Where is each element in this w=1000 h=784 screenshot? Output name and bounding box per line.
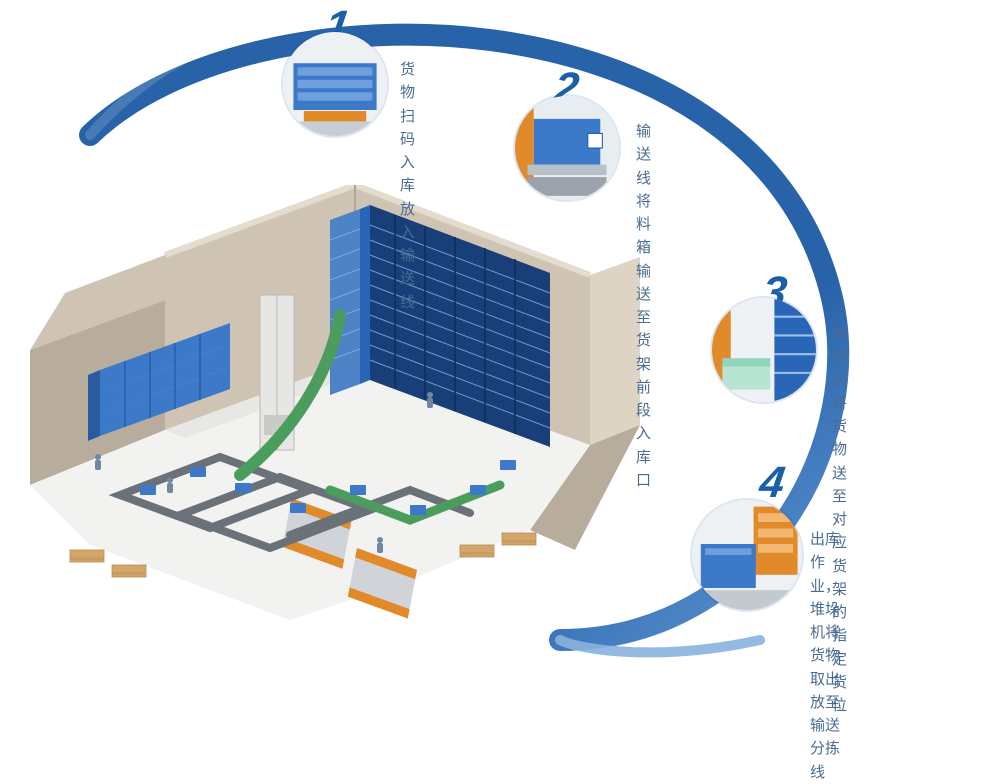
step-number-4: 4 (756, 458, 786, 508)
step-thumbnail-2 (515, 96, 619, 200)
step-thumbnail-4 (692, 500, 802, 610)
step-thumbnail-1 (283, 32, 387, 136)
step-label-2: 输送线将料箱输送 至货架前段入库口 (636, 120, 651, 492)
infographic-canvas: 1 货物扫码入库 放入输送线2 输送线将料箱输送 至货架前段入库口3 堆垛机将货… (0, 0, 1000, 665)
step-label-4: 出库作业，堆垛机将货物 取出放至输送分拣线 (810, 528, 840, 784)
step-thumbnail-3 (712, 298, 816, 402)
warehouse-illustration (30, 185, 650, 625)
warehouse-svg (30, 185, 650, 625)
step-label-1: 货物扫码入库 放入输送线 (400, 58, 415, 314)
